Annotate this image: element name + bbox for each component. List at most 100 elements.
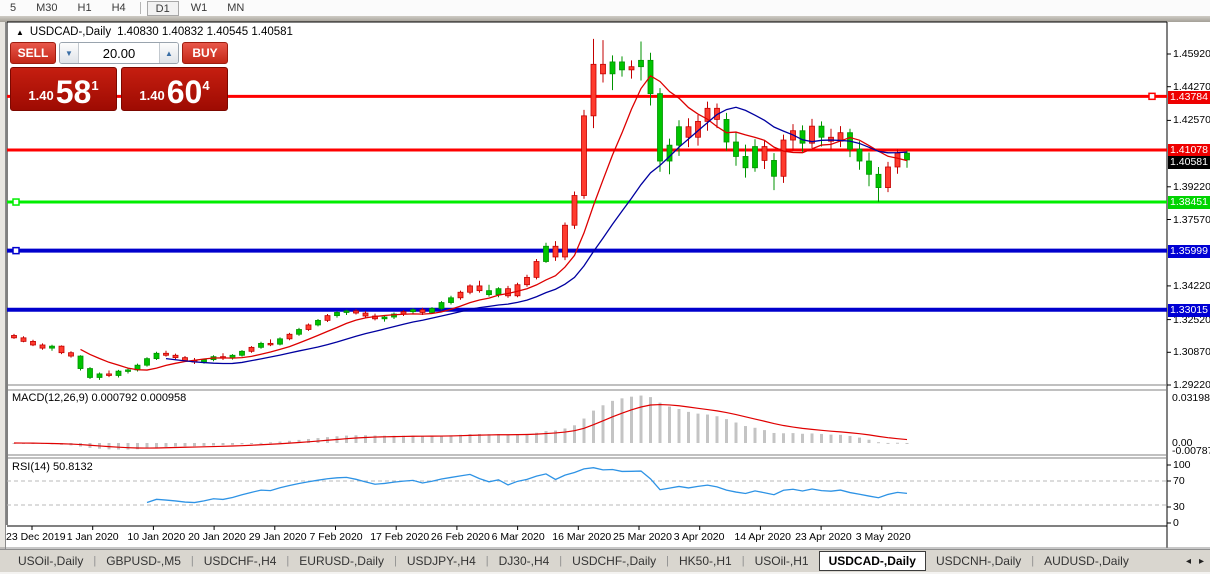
collapse-triangle-icon[interactable]: ▲ (16, 27, 24, 37)
date-tick: 23 Dec 2019 (6, 531, 66, 543)
timeframe-button-w1[interactable]: W1 (190, 1, 208, 14)
tab-usdcad-daily[interactable]: USDCAD-,Daily (818, 551, 926, 571)
date-tick: 6 Mar 2020 (491, 531, 545, 543)
macd-tick: 0.031987 (1172, 392, 1210, 404)
sell-price-handle: 1.40 (28, 88, 54, 103)
tab-separator: | (666, 555, 670, 567)
rsi-tick: 30 (1173, 501, 1185, 513)
one-click-trading-widget: SELL ▼ 20.00 ▲ BUY 1.40 58 1 1.40 60 4 (10, 42, 228, 111)
date-tick: 1 Jan 2020 (66, 531, 119, 543)
toolbar-divider (0, 16, 1210, 22)
rsi-tick: 0 (1173, 517, 1179, 529)
price-tick: 1.39220 (1173, 180, 1210, 193)
timeframe-toolbar: 5 M30 H1 H4 D1 W1 MN (0, 0, 1210, 16)
tab-separator: | (93, 555, 97, 567)
date-tick: 20 Jan 2020 (188, 531, 246, 543)
timeframe-button-mn[interactable]: MN (227, 1, 245, 14)
tab-scroll-buttons: ◂ ▸ (1186, 556, 1204, 567)
date-tick: 3 May 2020 (855, 531, 911, 543)
price-tick: 1.34220 (1173, 279, 1210, 292)
chart-tab-bar: USOil-,Daily | GBPUSD-,M5 | USDCHF-,H4 | EURUS… (0, 549, 1210, 572)
date-tick: 26 Feb 2020 (430, 531, 490, 543)
tab-separator: | (559, 555, 563, 567)
timeframe-button-m30[interactable]: M30 (36, 1, 58, 14)
timeframe-button-h4[interactable]: H4 (111, 1, 126, 14)
price-badge-1.40581: 1.40581 (1168, 155, 1210, 169)
price-badge-1.35999: 1.35999 (1168, 244, 1210, 258)
timeframe-button-d1[interactable]: D1 (146, 0, 179, 16)
buy-price-box[interactable]: 1.40 60 4 (121, 67, 228, 111)
symbol-name: USDCAD-,Daily (29, 26, 112, 38)
toolbar-separator (139, 2, 141, 14)
tab-separator: | (393, 555, 397, 567)
tab-usoil-h1[interactable]: USOil-,H1 (754, 554, 809, 568)
price-tick: 1.29220 (1173, 379, 1210, 391)
tab-audusd-daily[interactable]: AUDUSD-,Daily (1044, 554, 1129, 568)
buy-button[interactable]: BUY (182, 42, 228, 64)
buy-price-big: 60 (166, 74, 203, 110)
tab-gbpusd-m5[interactable]: GBPUSD-,M5 (106, 554, 181, 568)
sell-price-box[interactable]: 1.40 58 1 (10, 67, 117, 111)
tab-hk50-h1[interactable]: HK50-,H1 (679, 554, 732, 568)
date-tick: 7 Feb 2020 (309, 531, 363, 543)
hline-handle[interactable] (12, 198, 20, 206)
rsi-tick: 100 (1173, 459, 1191, 471)
tab-dj30-h4[interactable]: DJ30-,H4 (498, 554, 550, 568)
tab-usdjpy-h4[interactable]: USDJPY-,H4 (406, 554, 476, 568)
macd-tick: 0.00 (1172, 437, 1193, 449)
spread-value[interactable]: 20.00 (102, 45, 136, 61)
spread-decrease-button[interactable]: ▼ (60, 43, 79, 63)
price-tick: 1.44270 (1173, 80, 1210, 93)
window-left-border (0, 22, 6, 574)
spread-increase-button[interactable]: ▲ (159, 43, 178, 63)
price-tick: 1.42570 (1173, 114, 1210, 127)
tab-separator: | (485, 555, 489, 567)
timeframe-button-5[interactable]: 5 (10, 1, 17, 14)
tab-scroll-left-icon[interactable]: ◂ (1185, 555, 1191, 567)
tab-separator: | (286, 555, 290, 567)
date-tick: 23 Apr 2020 (795, 531, 852, 543)
price-tick: 1.32520 (1173, 313, 1210, 326)
price-tick: 1.30870 (1173, 346, 1210, 359)
date-tick: 3 Apr 2020 (673, 531, 725, 543)
tab-separator: | (190, 555, 194, 567)
tab-usdchf-daily[interactable]: USDCHF-,Daily (572, 554, 657, 568)
tab-usdchf-h4[interactable]: USDCHF-,H4 (203, 554, 277, 568)
hline-handle[interactable] (12, 246, 20, 255)
macd-tick: -0.007875 (1172, 445, 1210, 457)
tab-scroll-right-icon[interactable]: ▸ (1198, 555, 1204, 567)
buy-price-pip: 4 (202, 78, 210, 93)
spread-stepper: ▼ 20.00 ▲ (59, 42, 179, 64)
hline-handle[interactable] (1148, 92, 1156, 101)
price-badge-1.43784: 1.43784 (1168, 90, 1210, 104)
sell-price-pip: 1 (91, 78, 99, 93)
date-tick: 25 Mar 2020 (613, 531, 672, 543)
rsi-label: RSI(14) 50.8132 (12, 461, 93, 473)
chart-title: ▲ USDCAD-,Daily 1.40830 1.40832 1.40545 … (16, 26, 293, 38)
sell-button[interactable]: SELL (10, 42, 56, 64)
rsi-tick: 70 (1173, 475, 1185, 487)
chart-tabs: USOil-,Daily | GBPUSD-,M5 | USDCHF-,H4 | EURUS… (8, 551, 1139, 571)
tab-separator: | (741, 555, 745, 567)
tab-eurusd-daily[interactable]: EURUSD-,Daily (299, 554, 384, 568)
buy-price-handle: 1.40 (139, 88, 165, 103)
date-tick: 17 Feb 2020 (370, 531, 430, 543)
tab-usdcnh-daily[interactable]: USDCNH-,Daily (935, 554, 1022, 568)
date-tick: 10 Jan 2020 (127, 531, 186, 543)
price-badge-1.38451: 1.38451 (1168, 195, 1210, 209)
tab-usoil-daily[interactable]: USOil-,Daily (18, 554, 84, 568)
tab-separator: | (1031, 555, 1035, 567)
sell-price-big: 58 (55, 74, 92, 110)
macd-label: MACD(12,26,9) 0.000792 0.000958 (12, 392, 187, 404)
timeframe-button-h1[interactable]: H1 (77, 1, 92, 14)
date-tick: 14 Apr 2020 (734, 531, 792, 543)
price-badge-1.33015: 1.33015 (1168, 303, 1210, 317)
price-badge-1.41078: 1.41078 (1168, 143, 1210, 157)
status-strip (0, 572, 1210, 574)
price-tick: 1.45920 (1173, 48, 1210, 60)
price-tick: 1.37570 (1173, 213, 1210, 226)
ohlc-values: 1.40830 1.40832 1.40545 1.40581 (117, 26, 293, 38)
date-tick: 29 Jan 2020 (248, 531, 307, 543)
